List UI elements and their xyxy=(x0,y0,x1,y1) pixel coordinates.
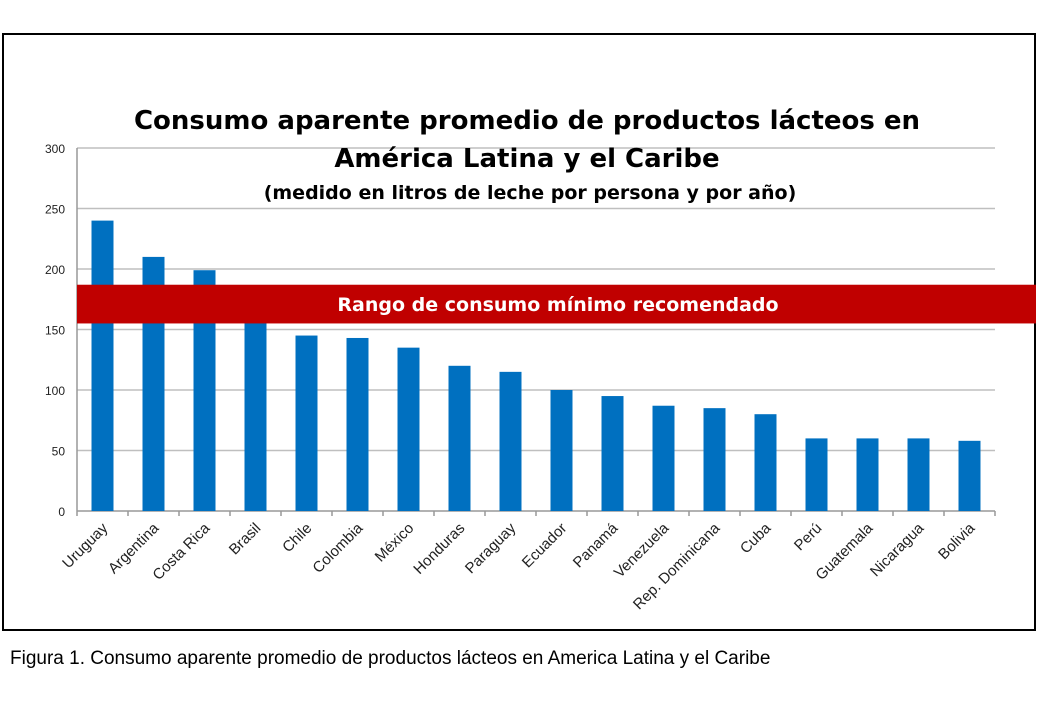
figure-frame xyxy=(2,33,1036,631)
bar-m-xico xyxy=(397,347,420,511)
y-tick-label: 200 xyxy=(45,263,65,277)
chart-subtitle: (medido en litros de leche por persona y… xyxy=(264,182,797,204)
x-tick-label: Honduras xyxy=(410,520,468,578)
bar-guatemala xyxy=(856,438,879,511)
bar-chile xyxy=(295,335,318,511)
x-tick-label: Paraguay xyxy=(462,519,520,577)
bar-brasil xyxy=(244,311,267,511)
x-tick-label: Uruguay xyxy=(59,519,111,571)
bar-bolivia xyxy=(958,440,981,511)
x-tick-label: Ecuador xyxy=(519,520,571,572)
x-tick-label: Brasil xyxy=(226,520,265,559)
x-tick-label: México xyxy=(372,520,418,566)
band-label: Rango de consumo mínimo recomendado xyxy=(337,294,778,316)
bar-rep-dominicana xyxy=(703,408,726,511)
x-tick-label: Nicaragua xyxy=(867,519,928,580)
figure-caption: Figura 1. Consumo aparente promedio de p… xyxy=(10,648,771,669)
x-tick-label: Colombia xyxy=(309,519,366,576)
y-tick-label: 150 xyxy=(45,324,65,338)
bar-panam- xyxy=(601,396,624,511)
x-tick-label: Rep. Dominicana xyxy=(630,519,724,613)
bar-paraguay xyxy=(499,371,522,511)
bar-colombia xyxy=(346,337,369,511)
bar-per- xyxy=(805,438,828,511)
chart-title-line1: Consumo aparente promedio de productos l… xyxy=(134,106,920,136)
bar-cuba xyxy=(754,414,777,511)
bar-costa-rica xyxy=(193,270,216,511)
bar-honduras xyxy=(448,365,471,511)
y-tick-label: 50 xyxy=(52,445,66,459)
bar-nicaragua xyxy=(907,438,930,511)
x-tick-label: Bolivia xyxy=(935,519,979,563)
x-tick-label: Panamá xyxy=(570,519,622,571)
y-tick-label: 250 xyxy=(45,203,65,217)
bar-chart: 050100150200250300UruguayArgentinaCosta … xyxy=(45,106,1036,613)
chart-title-line2: América Latina y el Caribe xyxy=(334,144,719,174)
bar-venezuela xyxy=(652,405,675,511)
x-tick-label: Chile xyxy=(279,520,315,556)
y-tick-label: 300 xyxy=(45,142,65,156)
recommended-range-band xyxy=(77,284,1036,324)
bar-uruguay xyxy=(91,220,114,511)
x-tick-label: Perú xyxy=(791,520,825,554)
y-tick-label: 0 xyxy=(58,505,65,519)
y-tick-label: 100 xyxy=(45,384,65,398)
x-tick-label: Cuba xyxy=(737,519,775,557)
bar-ecuador xyxy=(550,390,573,511)
